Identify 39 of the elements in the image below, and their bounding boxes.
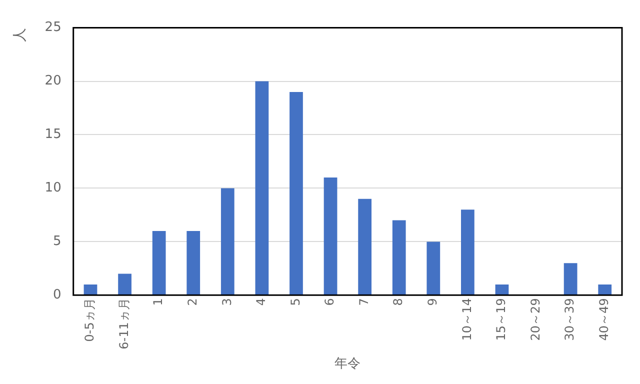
y-tick-label: 0 bbox=[53, 288, 62, 303]
bar bbox=[426, 242, 440, 295]
bar bbox=[358, 198, 372, 295]
y-tick-label: 25 bbox=[44, 20, 62, 36]
bar bbox=[495, 284, 509, 295]
y-tick-label: 20 bbox=[44, 74, 62, 89]
x-tick-label: 30～39 bbox=[562, 298, 577, 341]
x-tick-label: 9 bbox=[426, 298, 440, 306]
bar bbox=[255, 81, 269, 295]
bar bbox=[461, 210, 474, 295]
y-tick-label: 15 bbox=[44, 127, 62, 142]
x-tick-label: 15～19 bbox=[494, 298, 508, 341]
x-tick-label: 1 bbox=[151, 298, 166, 306]
x-axis-title: 年令 bbox=[334, 356, 361, 372]
x-tick-label: 3 bbox=[220, 298, 234, 306]
x-tick-label: 20～29 bbox=[528, 298, 542, 341]
x-tick-label: 4 bbox=[254, 298, 268, 306]
y-tick-label: 10 bbox=[44, 180, 62, 196]
y-tick-label: 5 bbox=[53, 234, 62, 250]
x-tick-label: 6-11ヵ月 bbox=[116, 298, 131, 350]
bar bbox=[290, 92, 303, 295]
x-tick-label: 7 bbox=[356, 298, 371, 306]
x-tick-label: 10～14 bbox=[460, 298, 474, 341]
bar bbox=[564, 263, 578, 295]
x-tick-label: 2 bbox=[185, 298, 200, 306]
x-tick-label: 8 bbox=[391, 298, 406, 306]
bar bbox=[392, 220, 406, 295]
bar bbox=[152, 231, 166, 295]
bar bbox=[186, 231, 200, 295]
x-tick-label: 40～49 bbox=[596, 298, 611, 341]
bar bbox=[220, 188, 234, 295]
bar bbox=[324, 178, 338, 295]
y-axis-title: 人 bbox=[12, 28, 28, 42]
x-tick-label: 6 bbox=[322, 298, 337, 306]
x-tick-label: 0-5ヵ月 bbox=[82, 298, 97, 342]
bar bbox=[118, 274, 132, 295]
x-tick-label: 5 bbox=[288, 298, 302, 306]
bar bbox=[598, 284, 612, 295]
bar bbox=[84, 284, 98, 295]
